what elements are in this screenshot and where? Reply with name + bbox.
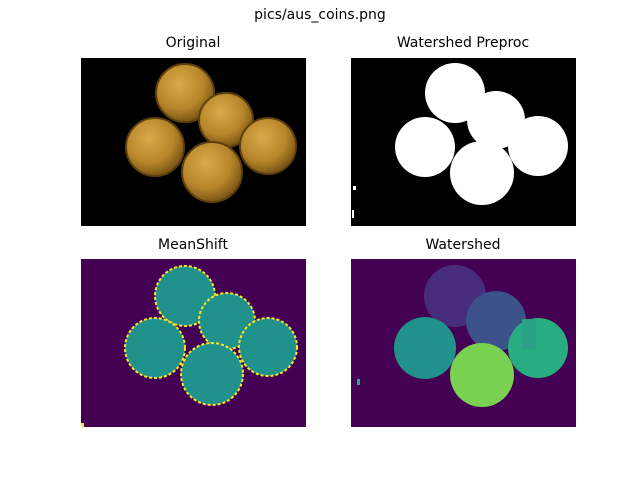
watershed-preproc-image bbox=[351, 58, 576, 226]
meanshift-image bbox=[81, 259, 306, 427]
watershed-image bbox=[351, 259, 576, 427]
meanshift-coin-right bbox=[238, 317, 298, 377]
watershed-segment-bottom bbox=[450, 343, 514, 407]
meanshift-coin-left bbox=[124, 317, 186, 379]
meanshift-panel bbox=[81, 259, 306, 427]
panel-title-meanshift: MeanShift bbox=[158, 237, 228, 253]
watershed-panel bbox=[351, 259, 576, 427]
mask-noise bbox=[352, 210, 354, 218]
watershed-segment-left bbox=[394, 317, 456, 379]
coin-bottom bbox=[181, 141, 243, 203]
mask-blob-right bbox=[508, 116, 568, 176]
watershed-segment-right bbox=[508, 318, 568, 378]
meanshift-coin-bottom bbox=[180, 342, 244, 406]
panel-title-original: Original bbox=[165, 35, 221, 51]
mask-blob-left bbox=[395, 117, 455, 177]
coin-top bbox=[155, 63, 215, 123]
watershed-noise bbox=[357, 379, 360, 385]
original-image bbox=[81, 58, 306, 226]
meanshift-noise bbox=[81, 423, 84, 427]
original-image-panel bbox=[81, 58, 306, 226]
watershed-preproc-panel bbox=[351, 58, 576, 226]
coin-left bbox=[125, 117, 185, 177]
mask-blob-bottom bbox=[450, 141, 514, 205]
mask-noise bbox=[353, 186, 356, 190]
watershed-segment-right-split bbox=[522, 319, 536, 349]
panel-title-watershed: Watershed bbox=[425, 237, 501, 253]
figure-title: pics/aus_coins.png bbox=[254, 7, 386, 23]
panel-title-watershed-preproc: Watershed Preproc bbox=[396, 35, 530, 51]
coin-right bbox=[239, 117, 297, 175]
